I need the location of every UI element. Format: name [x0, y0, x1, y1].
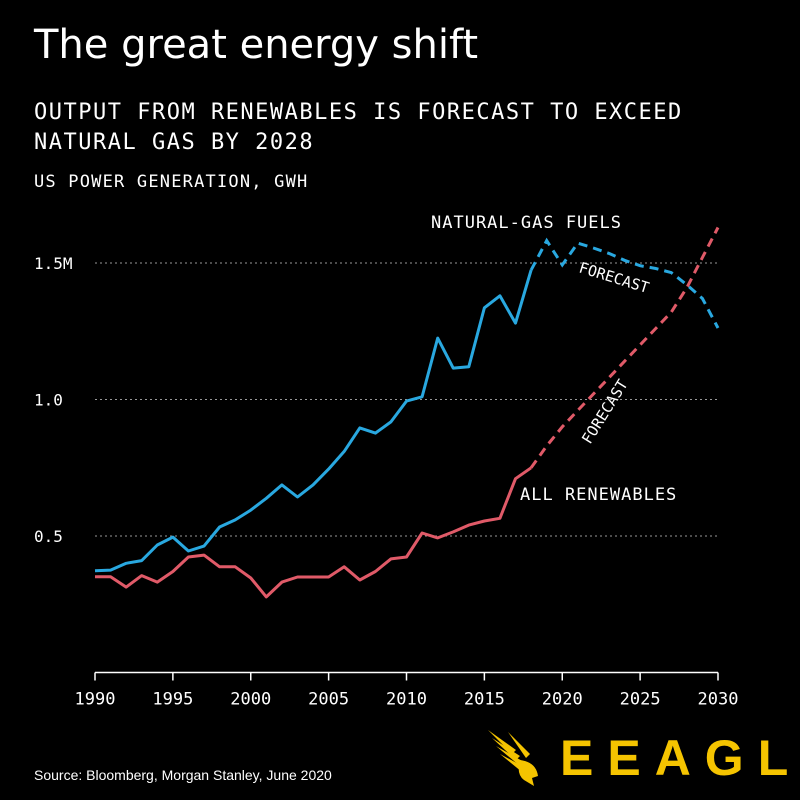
series-line-historical — [95, 466, 532, 599]
y-tick-label: 1.5M — [34, 254, 73, 273]
series-label-renewables: ALL RENEWABLES — [520, 485, 677, 505]
x-tick-label: 1995 — [152, 690, 193, 710]
source-note: Source: Bloomberg, Morgan Stanley, June … — [34, 767, 332, 783]
x-tick-label: 2015 — [464, 690, 505, 710]
x-tick-label: 2000 — [230, 690, 271, 710]
x-tick-label: 2025 — [620, 690, 661, 710]
logo: EEAGLI — [486, 728, 800, 788]
x-tick-label: 2005 — [308, 690, 349, 710]
series-line-historical — [94, 269, 533, 573]
x-tick-label: 1990 — [75, 690, 116, 710]
y-tick-label: 1.0 — [34, 391, 63, 410]
series-natural-gas — [94, 237, 720, 573]
y-tick-label: 0.5 — [34, 527, 63, 546]
logo-text: EEAGLI — [560, 730, 800, 786]
x-tick-label: 2030 — [698, 690, 739, 710]
forecast-annotation-renewables: FORECAST — [578, 376, 632, 447]
page-title: The great energy shift — [34, 22, 479, 68]
x-tick-label: 2020 — [542, 690, 583, 710]
chart-subtitle: Output from renewables is forecast to ex… — [34, 100, 683, 155]
eagle-icon — [488, 730, 538, 786]
series-renewables — [95, 226, 720, 599]
series-line-forecast — [529, 237, 720, 329]
series-label-natural-gas: NATURAL-GAS FUELS — [431, 213, 622, 233]
unit-label: US power generation, GWh — [34, 172, 309, 192]
x-tick-label: 2010 — [386, 690, 427, 710]
series-line-forecast — [529, 226, 720, 469]
